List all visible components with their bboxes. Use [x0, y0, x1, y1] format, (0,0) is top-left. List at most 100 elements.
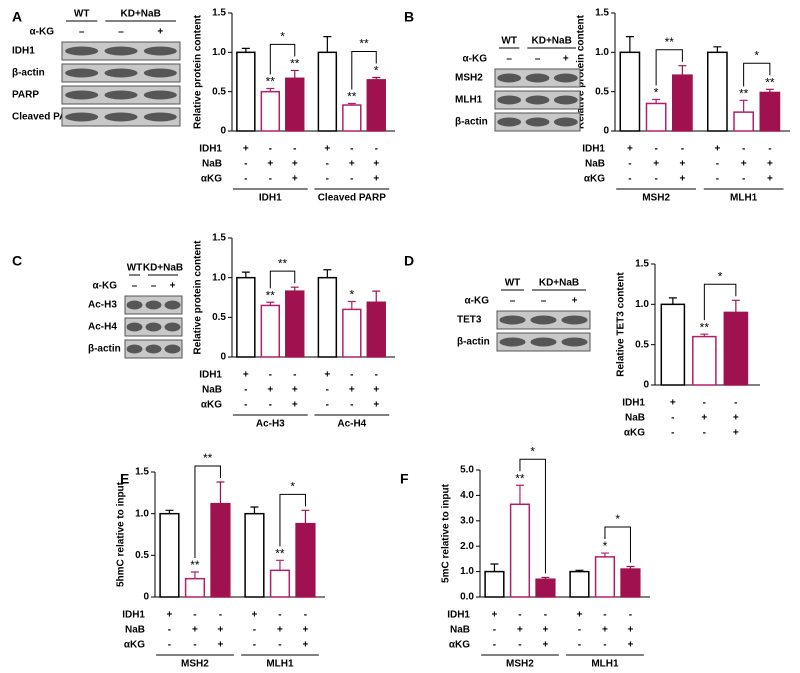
y-axis-label: Relative protein content — [193, 240, 204, 355]
error-bar — [372, 290, 381, 303]
y-axis-label: 5mC relative to input — [441, 483, 452, 583]
bar — [672, 74, 693, 132]
condition-label: IDH1 — [199, 370, 222, 381]
blot-band — [65, 112, 99, 122]
significance-label: ** — [665, 35, 675, 49]
condition-sign: - — [293, 370, 296, 381]
condition-sign: + — [267, 159, 273, 170]
blot-band — [143, 112, 177, 122]
condition-sign: - — [654, 174, 657, 185]
lane-label: WT — [74, 9, 90, 20]
condition-sign: + — [324, 370, 330, 381]
y-tick-label: 2.0 — [460, 541, 474, 552]
blot-band — [126, 344, 143, 354]
condition-sign: - — [375, 144, 378, 155]
condition-label: NaB — [202, 159, 222, 170]
x-tick-label: MSH2 — [181, 659, 209, 670]
significance-label: * — [754, 48, 759, 62]
treatment-sign: – — [510, 296, 516, 307]
error-bar — [515, 484, 524, 505]
error-bar — [575, 569, 584, 572]
treatment-sign: – — [118, 27, 124, 38]
error-bar — [241, 271, 250, 278]
condition-label: IDH1 — [199, 144, 222, 155]
y-tick-label: 1.0 — [212, 272, 226, 283]
blot-band — [497, 73, 522, 83]
blot-band — [530, 337, 557, 347]
blot-row-label: β-actin — [457, 337, 490, 348]
condition-sign: - — [350, 144, 353, 155]
error-bar — [250, 506, 259, 514]
condition-sign: + — [252, 610, 258, 621]
blot-band — [164, 344, 181, 354]
bar — [733, 111, 754, 132]
x-tick-label: MSH2 — [642, 193, 670, 204]
condition-sign: - — [304, 610, 307, 621]
blot-band — [126, 300, 143, 310]
condition-sign: + — [627, 144, 633, 155]
condition-sign: - — [654, 144, 657, 155]
blot-band — [104, 90, 138, 100]
condition-sign: - — [253, 640, 256, 651]
y-axis-label: Relative TET3 content — [616, 272, 627, 377]
condition-sign: - — [742, 144, 745, 155]
blot-band — [104, 112, 138, 122]
blot-band — [497, 95, 522, 105]
y-tick-label: 0.5 — [595, 86, 609, 97]
error-bar — [241, 47, 250, 53]
condition-sign: - — [326, 174, 329, 185]
y-tick-label: 1.5 — [135, 467, 149, 478]
bar — [269, 569, 291, 598]
treatment-sign: + — [563, 54, 569, 65]
error-bar — [290, 69, 299, 79]
condition-sign: - — [269, 174, 272, 185]
significance-bracket — [519, 458, 546, 574]
treatment-sign: + — [572, 296, 578, 307]
blot-row-label: Cleaved PARP — [12, 112, 81, 123]
condition-sign: - — [671, 428, 674, 439]
bar — [236, 276, 256, 358]
condition-label: αKG — [584, 174, 605, 185]
blot-row-label: MSH2 — [455, 73, 483, 84]
blot-band — [104, 46, 138, 56]
condition-sign: - — [768, 144, 771, 155]
bar — [285, 290, 305, 358]
error-bar — [266, 87, 275, 92]
condition-sign: - — [244, 174, 247, 185]
y-tick-label: 0.5 — [212, 312, 226, 323]
condition-sign: - — [493, 640, 496, 651]
condition-sign: + — [349, 159, 355, 170]
error-bar — [323, 36, 332, 53]
significance-bracket — [279, 493, 306, 547]
condition-sign: - — [518, 610, 521, 621]
condition-sign: + — [492, 610, 498, 621]
treatment-sign: – — [132, 281, 138, 292]
condition-sign: - — [278, 640, 281, 651]
condition-sign: + — [303, 625, 309, 636]
significance-label: * — [280, 30, 285, 44]
lane-label: WT — [127, 263, 143, 274]
y-tick-label: 1.5 — [635, 259, 649, 270]
bar — [184, 577, 206, 598]
error-bar — [323, 269, 332, 278]
blot-band — [145, 322, 162, 332]
significance-label: ** — [275, 547, 285, 561]
bar — [159, 512, 180, 598]
blot-band — [104, 68, 138, 78]
condition-sign: + — [267, 385, 273, 396]
significance-label: ** — [266, 75, 276, 89]
y-tick-label: 1.0 — [135, 508, 149, 519]
condition-sign: + — [292, 159, 298, 170]
blot-row-label: β-actin — [12, 68, 45, 79]
error-bar — [652, 98, 661, 104]
blot-band — [561, 315, 588, 325]
y-tick-label: 1.0 — [212, 47, 226, 58]
condition-sign: + — [628, 625, 634, 636]
error-bar — [700, 333, 709, 337]
condition-sign: + — [679, 174, 685, 185]
condition-label: αKG — [124, 640, 145, 651]
condition-label: IDH1 — [122, 610, 145, 621]
x-tick-label: MLH1 — [266, 659, 294, 670]
bar — [759, 91, 781, 132]
